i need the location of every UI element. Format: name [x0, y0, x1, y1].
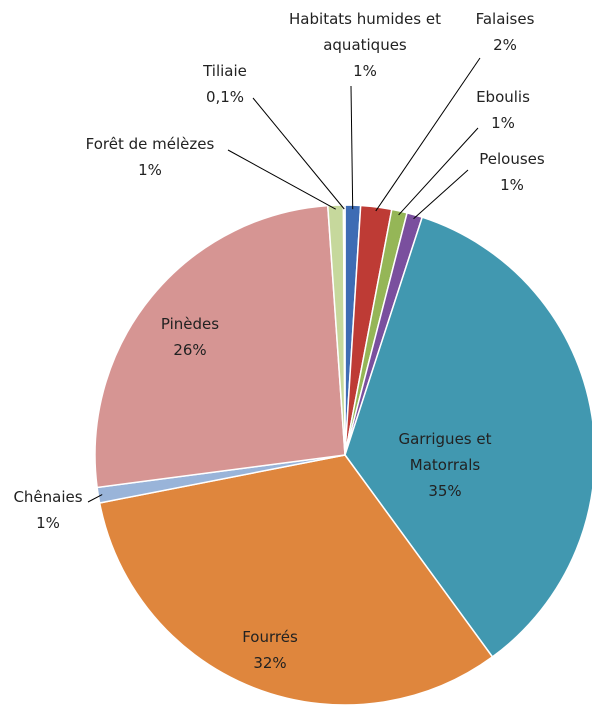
- data-label: Pelouses 1%: [462, 146, 562, 198]
- data-label: Tiliaie 0,1%: [185, 58, 265, 110]
- data-label: Fourrés 32%: [220, 624, 320, 676]
- data-label: Chênaies 1%: [0, 484, 98, 536]
- value-label: 1%: [353, 62, 377, 80]
- category-label: Pinèdes: [160, 315, 220, 333]
- category-label: Falaises: [475, 10, 535, 28]
- category-label: Fourrés: [242, 628, 298, 646]
- pie-slice: [98, 454, 494, 706]
- pie-slice: [94, 204, 346, 489]
- value-label: 2%: [493, 36, 517, 54]
- value-label: 1%: [491, 114, 515, 132]
- data-label: Garrigues et Matorrals 35%: [380, 426, 510, 504]
- data-label: Pinèdes 26%: [140, 311, 240, 363]
- category-label: Habitats humides et aquatiques: [289, 10, 441, 54]
- value-label: 1%: [500, 176, 524, 194]
- leader-line: [252, 97, 345, 210]
- value-label: 1%: [36, 514, 60, 532]
- data-label: Forêt de mélèzes 1%: [65, 131, 235, 183]
- category-label: Tiliaie: [203, 62, 247, 80]
- value-label: 32%: [253, 654, 287, 672]
- data-label: Eboulis 1%: [453, 84, 553, 136]
- leader-line: [350, 85, 354, 210]
- data-label: Habitats humides et aquatiques 1%: [270, 6, 460, 84]
- leader-line: [227, 149, 336, 210]
- leader-line: [398, 127, 479, 216]
- category-label: Garrigues et Matorrals: [398, 430, 492, 474]
- category-label: Forêt de mélèzes: [85, 135, 215, 153]
- data-label: Falaises 2%: [455, 6, 555, 58]
- category-label: Chênaies: [13, 488, 83, 506]
- value-label: 0,1%: [205, 88, 245, 106]
- pie-slice: [342, 204, 346, 456]
- value-label: 1%: [138, 161, 162, 179]
- leader-line: [413, 169, 469, 220]
- value-label: 35%: [428, 482, 462, 500]
- category-label: Eboulis: [476, 88, 530, 106]
- value-label: 26%: [173, 341, 207, 359]
- leader-line: [375, 57, 481, 212]
- leader-line: [87, 494, 103, 503]
- category-label: Pelouses: [479, 150, 545, 168]
